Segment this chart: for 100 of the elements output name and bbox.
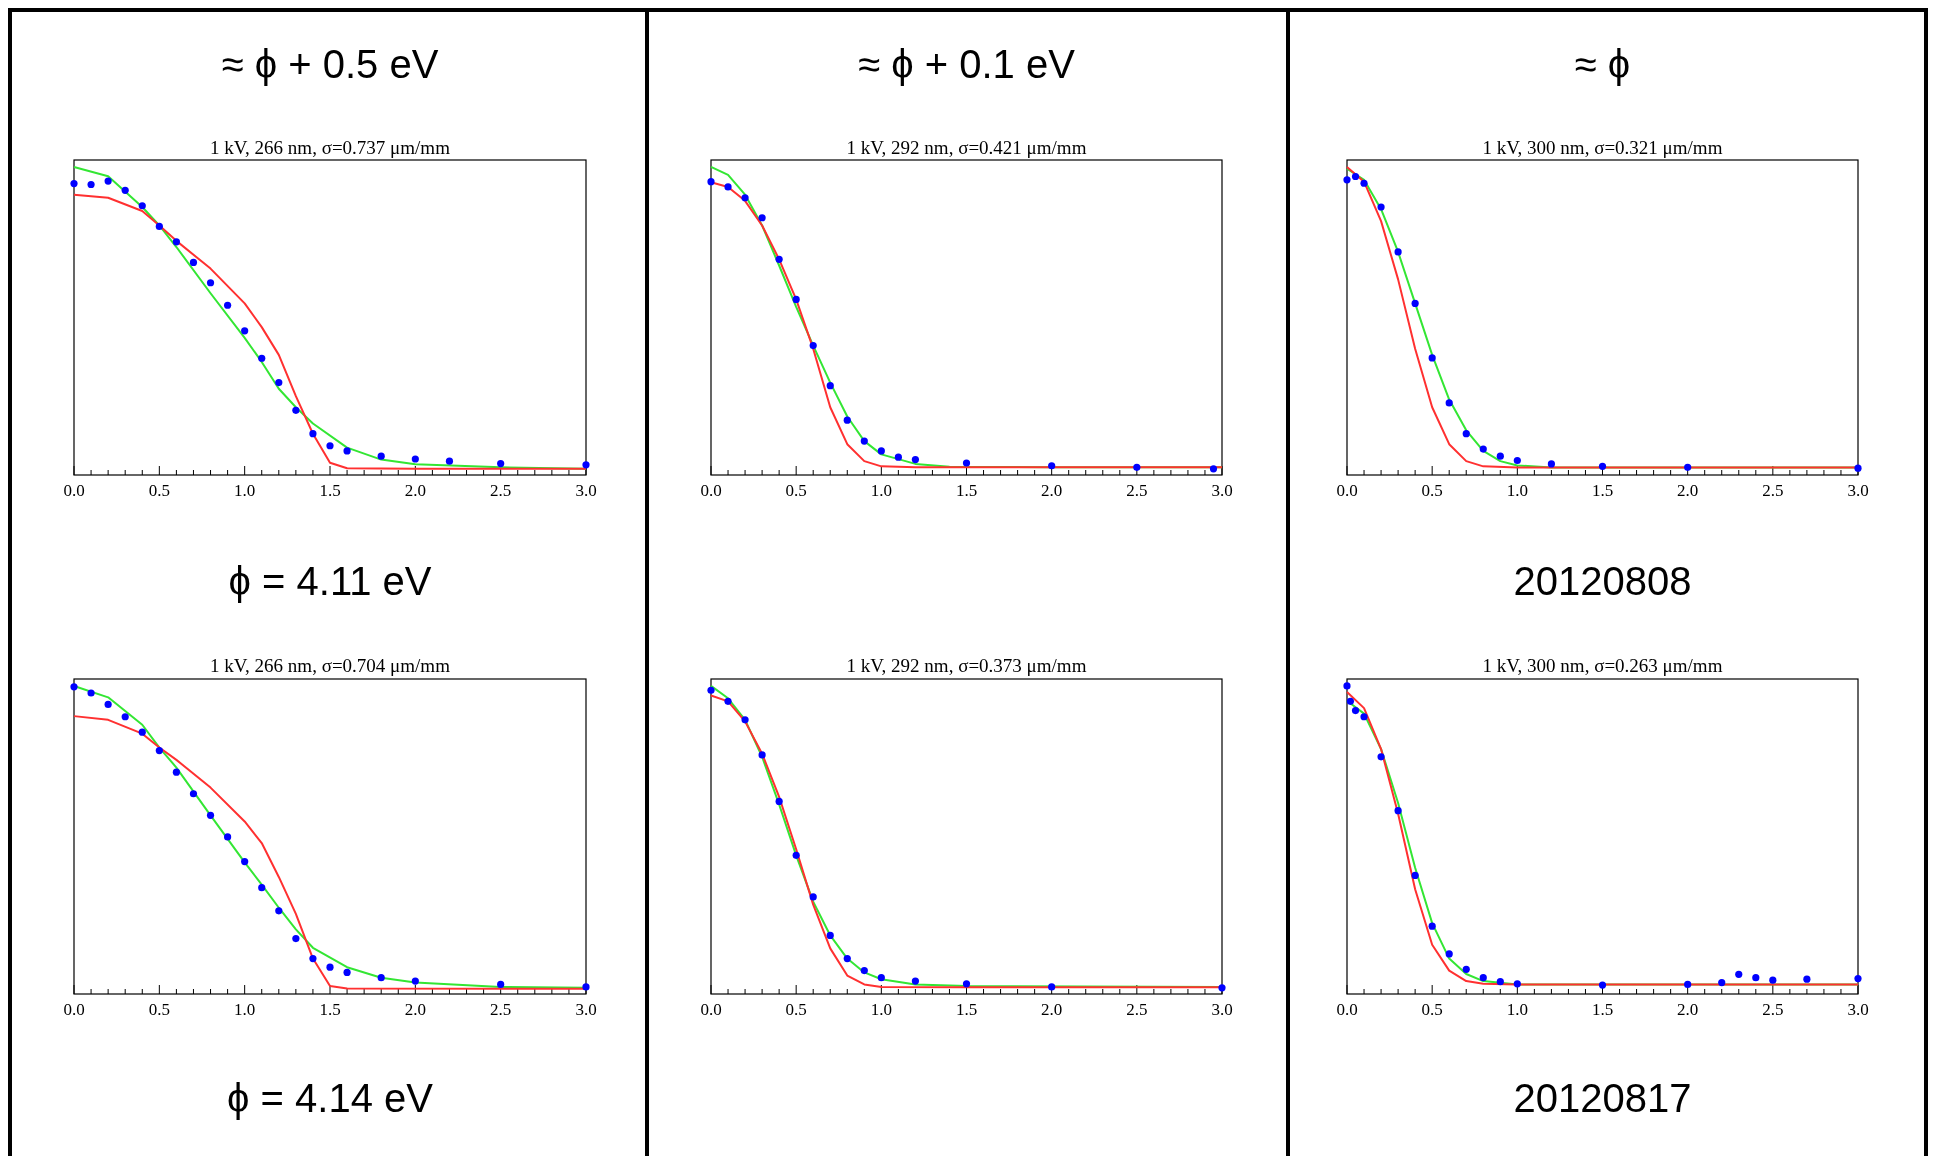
x-tick-label: 0.5 xyxy=(1421,481,1443,500)
point xyxy=(1513,456,1521,465)
point xyxy=(775,255,783,263)
x-tick-label: 3.0 xyxy=(575,481,597,500)
point xyxy=(1445,399,1453,407)
chart-title: 1 kV, 300 nm, σ=0.321 μm/mm xyxy=(1482,137,1723,158)
point xyxy=(1684,980,1692,989)
point xyxy=(741,716,749,724)
point xyxy=(1803,975,1811,983)
point xyxy=(1351,706,1360,715)
point xyxy=(1854,464,1862,472)
point xyxy=(1048,462,1056,470)
point xyxy=(445,457,454,465)
x-tick-label: 0.0 xyxy=(63,481,85,500)
point xyxy=(707,686,715,694)
point xyxy=(121,713,129,721)
x-tick-label: 0.5 xyxy=(148,481,170,500)
point xyxy=(860,966,868,975)
point xyxy=(1360,179,1368,187)
point xyxy=(1479,974,1487,982)
point xyxy=(1445,950,1453,958)
x-tick-label: 0.0 xyxy=(1336,481,1358,500)
x-tick-label: 3.0 xyxy=(1211,1000,1233,1019)
point xyxy=(497,980,505,989)
point xyxy=(1462,965,1470,973)
point xyxy=(724,697,732,705)
point xyxy=(1394,248,1402,256)
point xyxy=(1718,979,1726,987)
point xyxy=(155,222,163,230)
point xyxy=(826,382,834,390)
point xyxy=(1752,974,1760,982)
x-tick-label: 3.0 xyxy=(1847,1000,1869,1019)
x-tick-label: 1.0 xyxy=(1506,481,1528,500)
x-tick-label: 0.5 xyxy=(785,481,807,500)
point xyxy=(911,456,919,464)
point xyxy=(1496,978,1504,986)
point xyxy=(70,179,78,188)
point xyxy=(343,968,351,977)
point xyxy=(241,857,249,866)
x-tick-label: 3.0 xyxy=(575,1000,597,1019)
chart-title: 1 kV, 300 nm, σ=0.263 μm/mm xyxy=(1482,655,1723,676)
x-tick-label: 3.0 xyxy=(1211,481,1233,500)
point xyxy=(962,980,971,988)
point xyxy=(741,194,749,202)
point xyxy=(843,416,851,424)
chart-title: 1 kV, 266 nm, σ=0.737 μm/mm xyxy=(210,137,451,158)
point xyxy=(582,983,590,991)
x-tick-label: 0.0 xyxy=(700,481,722,500)
point xyxy=(877,447,885,455)
x-tick-label: 2.5 xyxy=(490,1000,512,1019)
point xyxy=(138,728,146,736)
point xyxy=(962,459,971,467)
point xyxy=(1547,460,1555,468)
point xyxy=(1360,713,1368,721)
x-tick-label: 0.0 xyxy=(1336,1000,1358,1019)
point xyxy=(377,974,385,982)
chart-title: 1 kV, 292 nm, σ=0.421 μm/mm xyxy=(846,137,1087,158)
point xyxy=(258,354,266,362)
point xyxy=(1462,430,1470,438)
text: ≈ ϕ xyxy=(1574,42,1631,86)
point xyxy=(224,301,232,309)
point xyxy=(792,851,800,859)
point xyxy=(497,460,505,468)
x-tick-label: 1.5 xyxy=(1591,1000,1614,1019)
point xyxy=(411,455,419,463)
point xyxy=(1735,970,1743,978)
point xyxy=(155,747,163,755)
x-tick-label: 2.0 xyxy=(1041,481,1063,500)
point xyxy=(1598,462,1607,470)
x-tick-label: 2.5 xyxy=(1762,481,1784,500)
point xyxy=(241,327,249,335)
x-tick-label: 0.0 xyxy=(63,1000,85,1019)
point xyxy=(1684,463,1692,471)
point xyxy=(189,790,198,798)
x-tick-label: 1.5 xyxy=(319,481,341,500)
x-tick-label: 1.0 xyxy=(870,1000,892,1019)
point xyxy=(1496,452,1504,460)
x-tick-label: 2.0 xyxy=(404,1000,426,1019)
point xyxy=(826,931,834,940)
point xyxy=(275,378,283,387)
point xyxy=(1133,463,1141,471)
point xyxy=(189,258,198,267)
point xyxy=(843,954,851,963)
x-tick-label: 0.5 xyxy=(785,1000,807,1019)
point xyxy=(1411,299,1419,308)
point xyxy=(758,214,766,222)
point xyxy=(292,406,300,414)
x-tick-label: 1.5 xyxy=(955,1000,978,1019)
point xyxy=(1377,753,1385,761)
x-tick-label: 3.0 xyxy=(1847,481,1869,500)
x-tick-label: 2.5 xyxy=(1126,1000,1148,1019)
point xyxy=(758,751,766,759)
point xyxy=(172,768,180,776)
point xyxy=(121,186,129,194)
text: 20120808 xyxy=(1513,559,1692,603)
point xyxy=(1428,354,1436,362)
chart-title: 1 kV, 266 nm, σ=0.704 μm/mm xyxy=(210,655,451,676)
point xyxy=(911,977,919,985)
text: ≈ ϕ + 0.1 eV xyxy=(858,42,1076,86)
x-tick-label: 1.0 xyxy=(1506,1000,1528,1019)
